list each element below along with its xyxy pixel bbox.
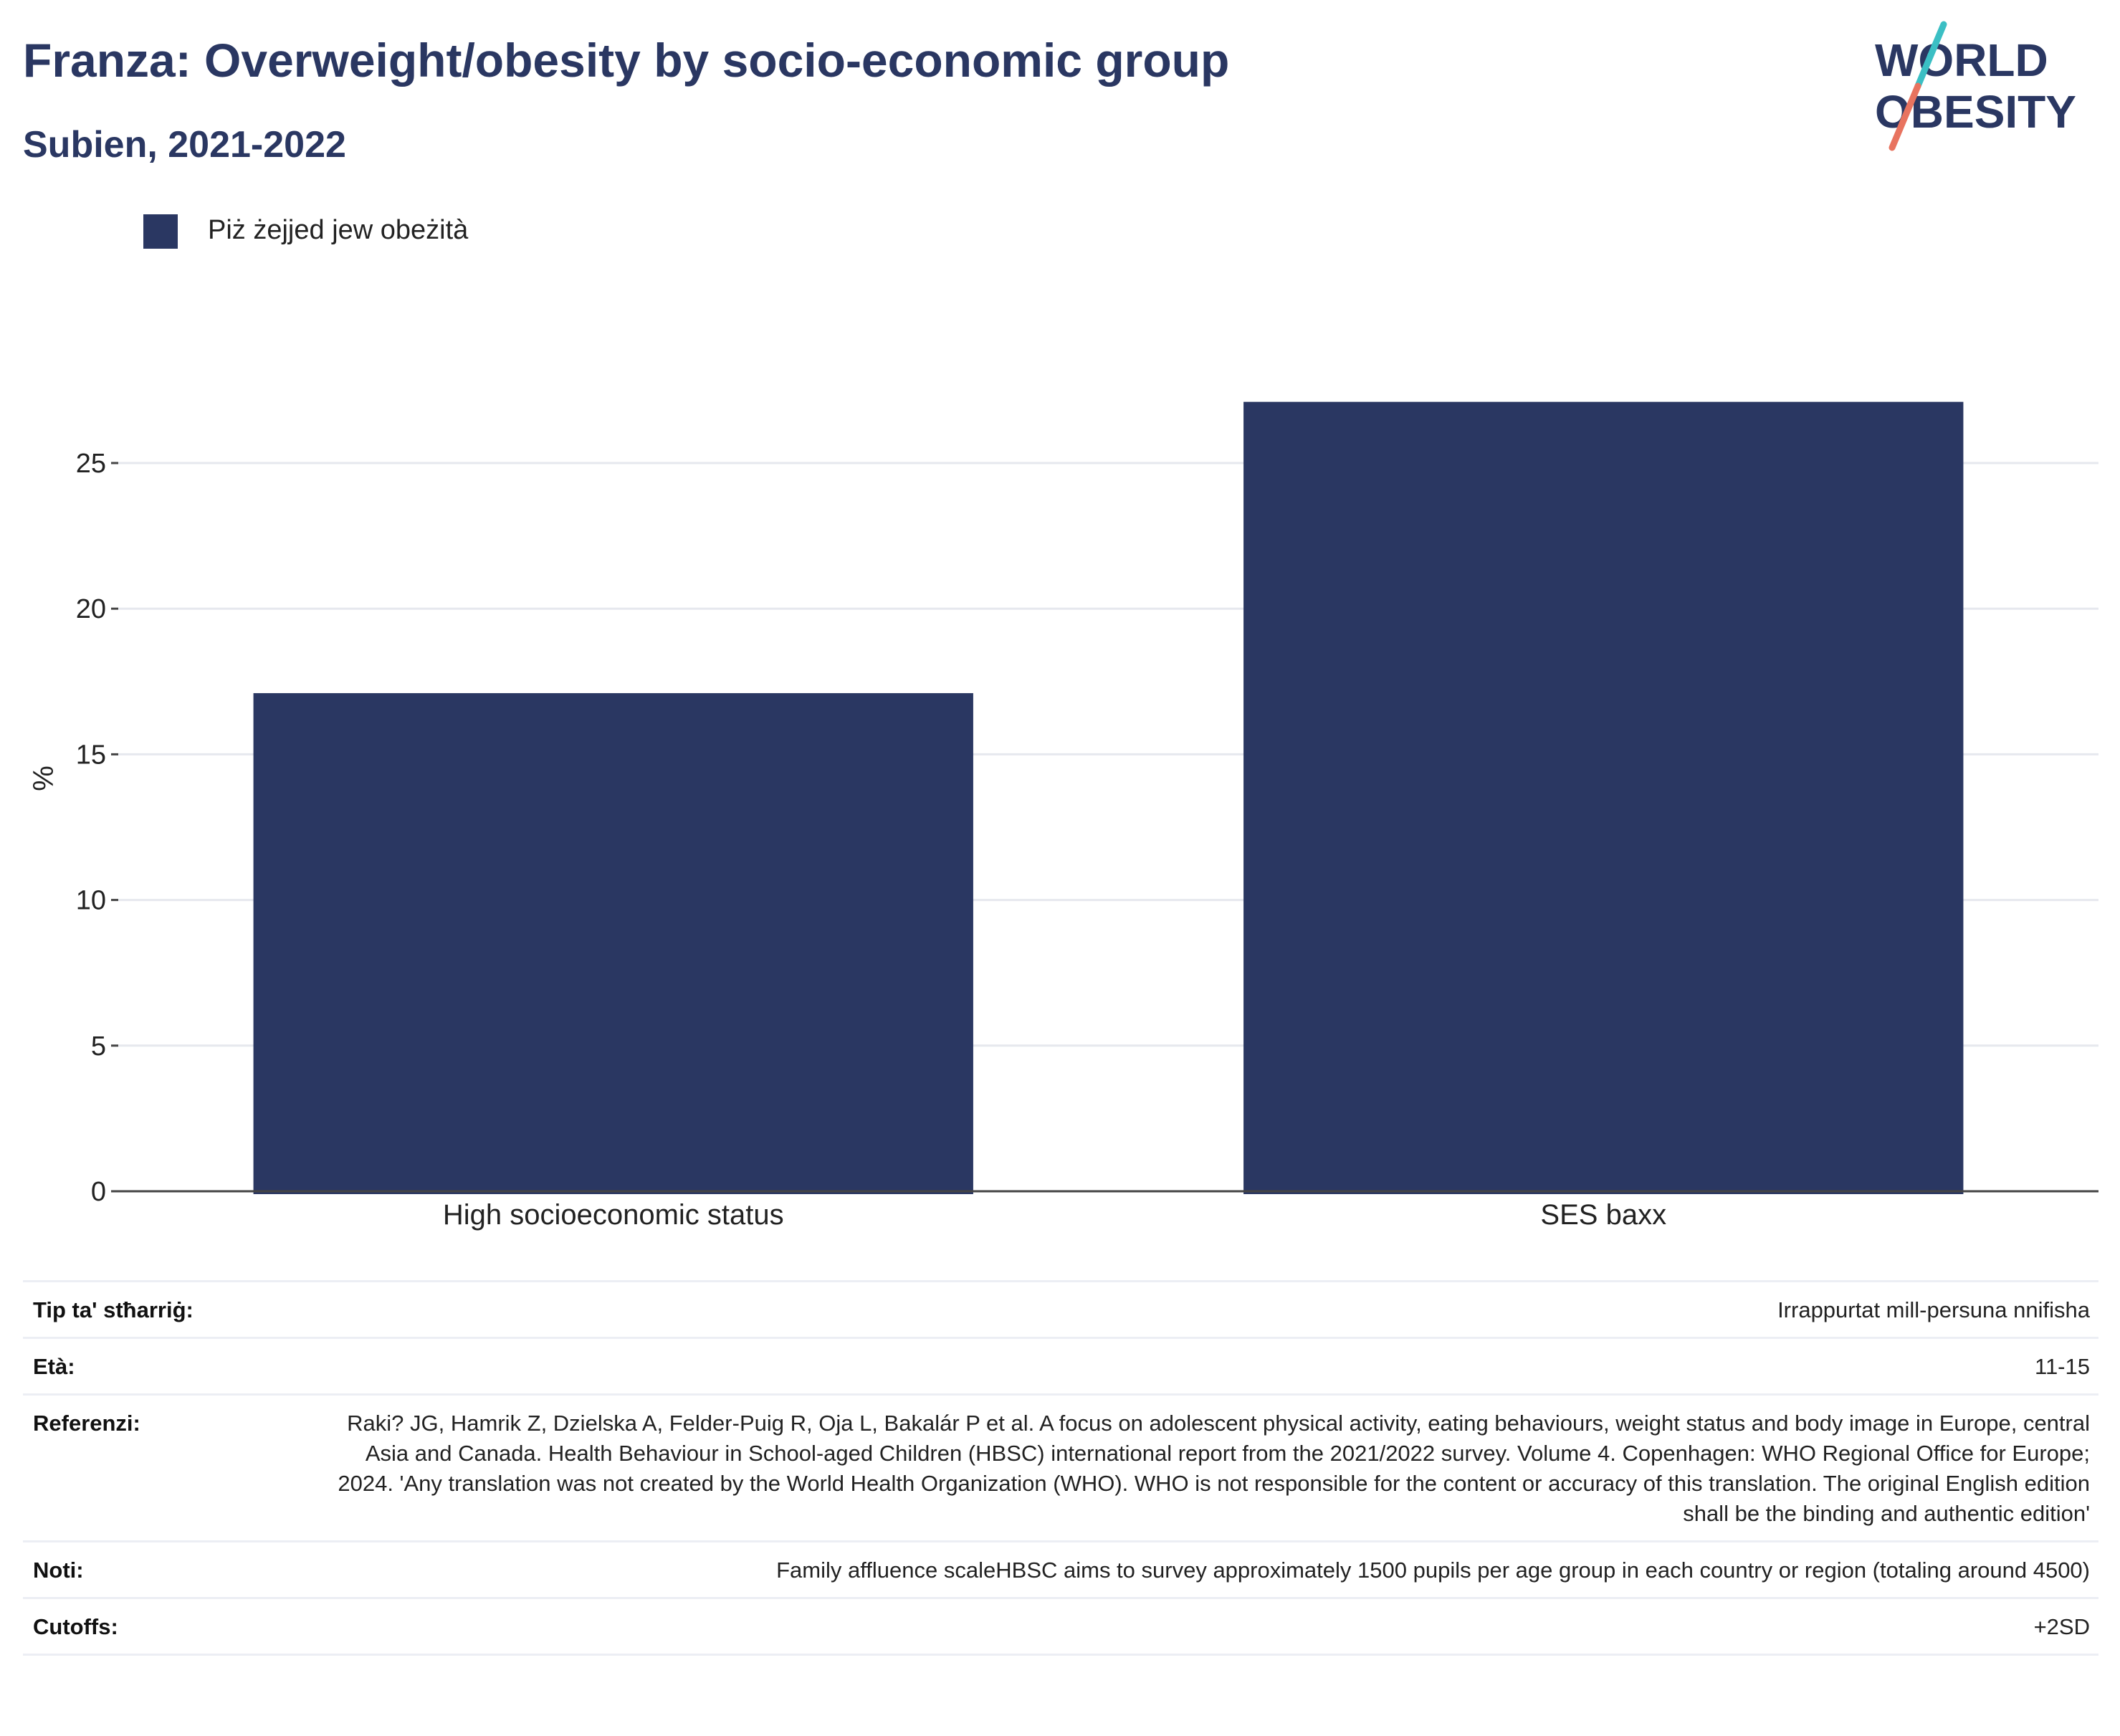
- row-value-cutoffs: +2SD: [2033, 1614, 2090, 1639]
- bar[interactable]: [253, 693, 973, 1194]
- row-key-notes: Noti:: [33, 1558, 84, 1583]
- chart-subtitle: Subien, 2021-2022: [23, 124, 346, 166]
- logo-word-world: WORLD: [1875, 34, 2048, 86]
- table-row: Cutoffs: +2SD: [23, 1598, 2098, 1655]
- bar-chart: 0 5 10 15 20 25 High socioeconomic status SES b…: [28, 401, 2098, 1231]
- y-tick-label: 10: [76, 886, 106, 916]
- y-tick-label: 15: [76, 740, 106, 770]
- y-tick-label: 20: [76, 594, 106, 624]
- bars: [253, 401, 1964, 1194]
- chart-title: Franza: Overweight/obesity by socio-econ…: [23, 34, 1230, 87]
- axis-labels: 0 5 10 15 20 25 High socioeconomic status SES b…: [28, 449, 1666, 1231]
- x-tick-label: SES baxx: [1540, 1199, 1666, 1231]
- legend-label: Piż żejjed jew obeżità: [208, 215, 469, 245]
- row-key-references: Referenzi:: [33, 1411, 140, 1436]
- y-tick-label: 25: [76, 449, 106, 479]
- table-row: Noti: Family affluence scaleHBSC aims to…: [23, 1541, 2098, 1598]
- y-axis-label: %: [28, 766, 59, 791]
- legend-swatch: [143, 214, 178, 249]
- row-value-notes: Family affluence scaleHBSC aims to surve…: [776, 1558, 2090, 1583]
- metadata-table: Tip ta' stħarriġ: Irrappurtat mill-persu…: [23, 1280, 2098, 1656]
- row-key-survey-type: Tip ta' stħarriġ:: [33, 1297, 194, 1322]
- logo-slash-top: [1914, 21, 1947, 90]
- y-tick-label: 0: [91, 1177, 106, 1207]
- axes: [111, 462, 2098, 1193]
- bar[interactable]: [1243, 401, 1964, 1194]
- table-row: Referenzi: Raki? JG, Hamrik Z, Dzielska …: [23, 1394, 2098, 1542]
- world-obesity-logo: WORLD OBESITY: [1875, 21, 2076, 151]
- y-tick-label: 5: [91, 1031, 106, 1062]
- row-value-survey-type: Irrappurtat mill-persuna nnifisha: [1777, 1297, 2090, 1322]
- x-tick-label: High socioeconomic status: [443, 1199, 784, 1231]
- logo-slash-bottom: [1889, 82, 1921, 151]
- row-key-cutoffs: Cutoffs:: [33, 1614, 118, 1639]
- row-key-age: Età:: [33, 1354, 75, 1379]
- table-row: Tip ta' stħarriġ: Irrappurtat mill-persu…: [23, 1281, 2098, 1338]
- row-value-references: Raki? JG, Hamrik Z, Dzielska A, Felder-P…: [338, 1411, 2090, 1526]
- row-value-age: 11-15: [2035, 1354, 2090, 1379]
- table-row: Età: 11-15: [23, 1337, 2098, 1395]
